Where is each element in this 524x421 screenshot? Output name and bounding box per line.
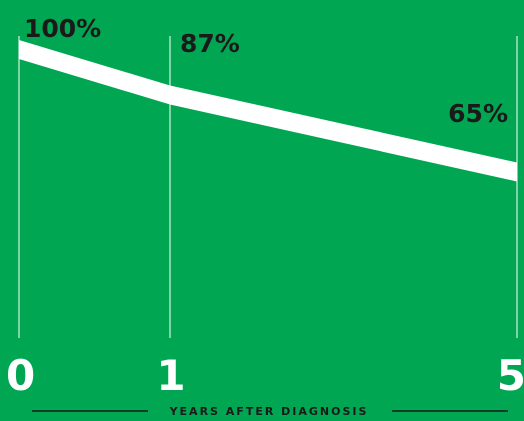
x-tick-labels: 0 1 5 [6, 351, 524, 400]
x-axis-title-group: YEARS AFTER DIAGNOSIS [32, 405, 508, 418]
data-labels: 100% 87% 65% [24, 14, 508, 128]
data-label-1: 87% [180, 29, 240, 58]
data-label-2: 65% [448, 99, 508, 128]
data-label-0: 100% [24, 14, 101, 43]
survival-band [19, 40, 517, 182]
x-tick-label-0: 0 [6, 351, 35, 400]
x-tick-label-1: 1 [156, 351, 185, 400]
x-axis-title: YEARS AFTER DIAGNOSIS [169, 405, 369, 418]
x-tick-label-5: 5 [497, 351, 524, 400]
